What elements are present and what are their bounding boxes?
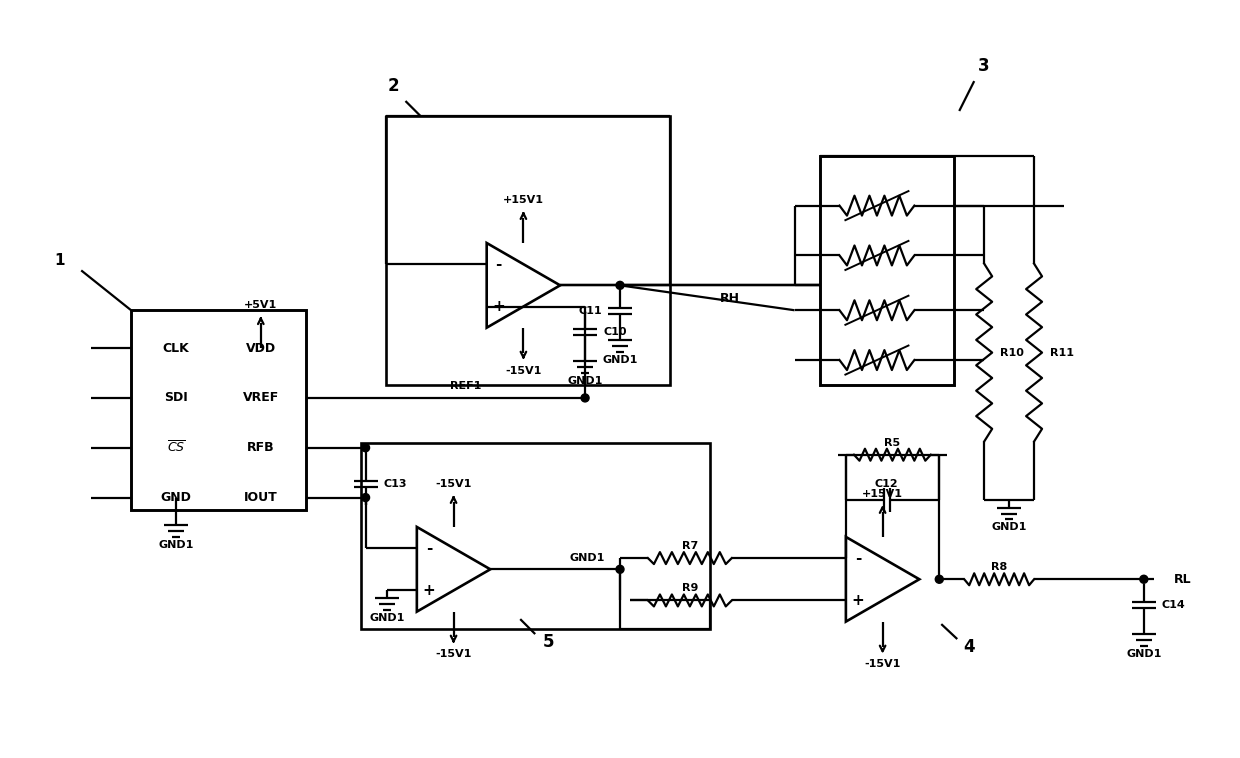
Bar [820,156,955,385]
Circle shape [582,394,589,402]
Text: R9: R9 [682,584,698,594]
Text: SDI: SDI [164,391,188,405]
Bar [131,310,306,509]
Text: VDD: VDD [246,342,275,355]
Text: C11: C11 [578,306,603,316]
Text: GND1: GND1 [568,376,603,387]
Text: GND1: GND1 [370,613,404,623]
Text: -: - [496,257,502,271]
Text: GND1: GND1 [603,355,637,365]
Text: R10: R10 [1001,348,1024,358]
Circle shape [935,575,944,583]
Text: C14: C14 [1162,600,1185,610]
Text: CLK: CLK [162,342,190,355]
Text: 5: 5 [542,633,554,651]
Text: 4: 4 [963,638,975,656]
Text: GND1: GND1 [1126,649,1162,659]
Text: $\overline{CS}$: $\overline{CS}$ [166,440,185,456]
Circle shape [1140,575,1148,583]
Text: RL: RL [1174,573,1192,586]
Text: -15V1: -15V1 [864,659,900,669]
Text: VREF: VREF [243,391,279,405]
Text: +15V1: +15V1 [503,195,544,205]
Text: C12: C12 [875,478,899,489]
Text: RH: RH [719,292,740,305]
Circle shape [362,443,370,452]
Text: R8: R8 [991,562,1007,572]
Circle shape [616,565,624,573]
Circle shape [362,493,370,502]
Bar [361,443,709,629]
Text: 2: 2 [388,77,399,95]
Text: GND: GND [160,491,191,504]
Circle shape [616,281,624,290]
Text: +: + [423,583,435,598]
Text: GND1: GND1 [992,522,1027,532]
Bar [386,116,670,385]
Text: -: - [425,540,432,556]
Text: 3: 3 [978,57,990,75]
Text: R5: R5 [884,438,900,448]
Text: REF1: REF1 [450,381,481,391]
Text: -15V1: -15V1 [505,365,542,375]
Text: IOUT: IOUT [244,491,278,504]
Text: GND1: GND1 [569,553,605,563]
Text: R11: R11 [1050,348,1074,358]
Text: -: - [854,550,861,565]
Text: R7: R7 [682,541,698,551]
Text: C10: C10 [603,327,626,337]
Text: -15V1: -15V1 [435,479,471,489]
Text: -15V1: -15V1 [435,650,471,659]
Text: +: + [492,299,505,314]
Text: +15V1: +15V1 [862,489,903,499]
Text: RFB: RFB [247,441,274,454]
Text: GND1: GND1 [159,540,193,550]
Text: 1: 1 [55,253,64,268]
Text: +5V1: +5V1 [244,300,278,310]
Text: C13: C13 [383,478,407,489]
Text: +: + [852,593,864,608]
